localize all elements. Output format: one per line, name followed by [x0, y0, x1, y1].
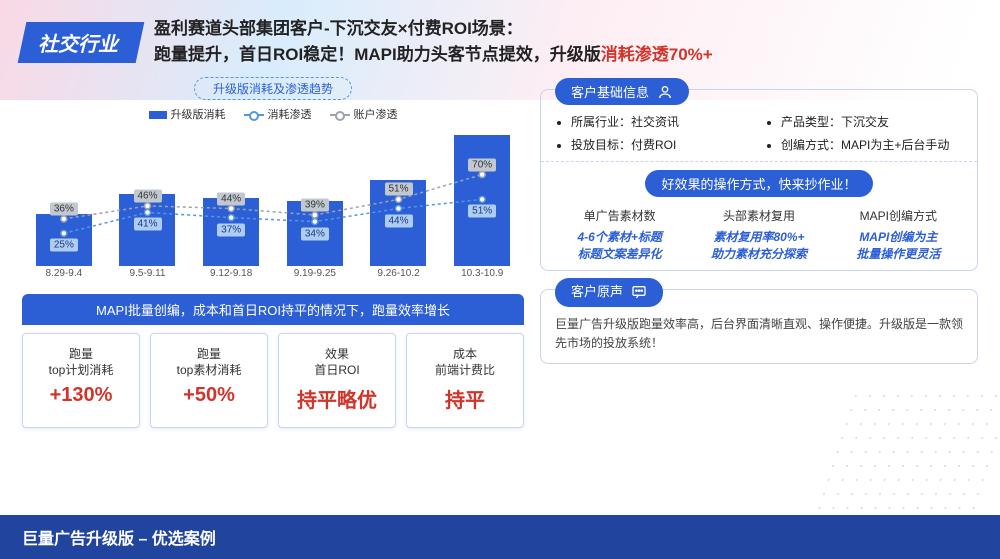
quote-body: 巨量广告升级版跑量效率高，后台界面清晰直观、操作便捷。升级版是一款领先市场的投放… — [555, 315, 963, 353]
info-item: 创编方式：MAPI为主+后台手动 — [781, 136, 963, 153]
category-badge: 社交行业 — [18, 22, 145, 63]
info-item: 所属行业：社交资讯 — [571, 113, 753, 130]
info-item: 投放目标：付费ROI — [571, 136, 753, 153]
x-axis-label: 9.19-9.25 — [273, 268, 357, 284]
footer-title: 巨量广告升级版 – 优选案例 — [0, 515, 1000, 559]
chart-legend: 升级版消耗 消耗渗透 账户渗透 — [22, 106, 524, 122]
page-title: 盈利赛道头部集团客户-下沉交友×付费ROI场景： 跑量提升，首日ROI稳定！MA… — [154, 16, 713, 67]
section-customer-info: 客户基础信息 — [555, 78, 689, 105]
section-quote: 客户原声 — [555, 278, 663, 307]
metric-card: 跑量 top计划消耗+130% — [22, 333, 140, 428]
tip-card: 单广告素材数4-6个素材+标题 标题文案差异化 — [555, 207, 684, 262]
x-axis-label: 8.29-9.4 — [22, 268, 106, 284]
combo-chart: 25%41%37%34%44%51%36%46%44%39%51%70% 8.2… — [22, 124, 524, 284]
info-item: 产品类型：下沉交友 — [781, 113, 963, 130]
mapi-subheader: MAPI批量创编，成本和首日ROI持平的情况下，跑量效率增长 — [22, 294, 524, 325]
section-tips: 好效果的操作方式，快来抄作业！ — [645, 170, 872, 197]
x-axis-label: 10.3-10.9 — [440, 268, 524, 284]
metric-card: 跑量 top素材消耗+50% — [150, 333, 268, 428]
chat-icon — [631, 284, 647, 300]
user-icon — [657, 84, 673, 100]
chart-title: 升级版消耗及渗透趋势 — [194, 77, 352, 100]
metric-card: 效果 首日ROI持平略优 — [278, 333, 396, 428]
metric-card: 成本 前端计费比持平 — [406, 333, 524, 428]
tip-card: MAPI创编方式MAPI创编为主 批量操作更灵活 — [834, 207, 963, 262]
x-axis-label: 9.5-9.11 — [106, 268, 190, 284]
x-axis-label: 9.26-10.2 — [357, 268, 441, 284]
x-axis-label: 9.12-9.18 — [189, 268, 273, 284]
tip-card: 头部素材复用素材复用率80%+ 助力素材充分探索 — [694, 207, 823, 262]
